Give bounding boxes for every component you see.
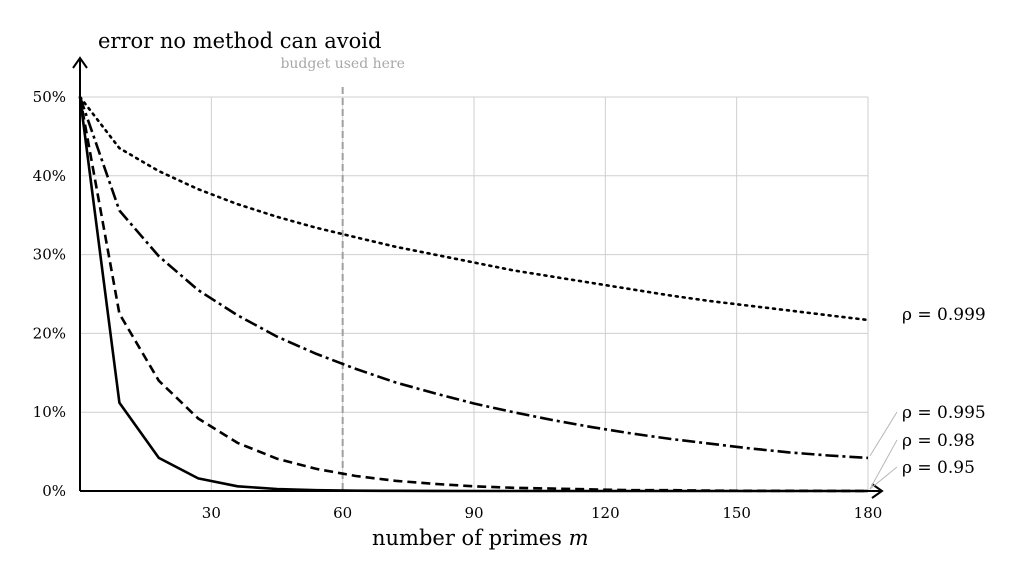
y-tick-label-4: 40% xyxy=(33,167,66,185)
series-label-0: ρ = 0.999 xyxy=(902,305,986,325)
series-label-3: ρ = 0.95 xyxy=(902,458,975,478)
x-axis-arrow xyxy=(871,483,884,499)
y-tick-label-5: 50% xyxy=(33,88,66,106)
series-line-dotted xyxy=(78,95,870,322)
grid-lines xyxy=(80,96,869,491)
x-tick-label-2: 90 xyxy=(464,504,483,522)
y-tick-label-1: 10% xyxy=(33,403,66,421)
x-axis-label: number of primes m xyxy=(372,526,589,550)
series-leader-3 xyxy=(869,466,898,490)
series-label-1: ρ = 0.995 xyxy=(902,403,986,423)
y-axis-arrow xyxy=(72,56,88,69)
y-tick-labels: 0% 10% 20% 30% 40% 50% xyxy=(33,88,66,500)
x-tick-label-1: 60 xyxy=(333,504,352,522)
series-leader-2 xyxy=(869,439,898,490)
y-tick-label-0: 0% xyxy=(42,482,66,500)
annotation-layer: budget used here xyxy=(280,56,405,491)
chart-title: error no method can avoid xyxy=(98,29,381,53)
x-tick-labels: 30 60 90 120 150 180 xyxy=(202,504,883,522)
series-label-2: ρ = 0.98 xyxy=(902,431,975,451)
y-tick-label-2: 20% xyxy=(33,324,66,342)
series-leader-1 xyxy=(869,411,898,457)
x-axis-label-variable: m xyxy=(569,526,589,550)
x-tick-label-3: 120 xyxy=(591,504,620,522)
y-tick-label-3: 30% xyxy=(33,246,66,264)
axes xyxy=(72,56,884,499)
x-tick-label-5: 180 xyxy=(854,504,883,522)
series-line-dashdot xyxy=(78,96,869,460)
x-tick-label-0: 30 xyxy=(202,504,221,522)
x-axis-label-text: number of primes xyxy=(372,526,569,550)
budget-annotation: budget used here xyxy=(280,56,404,72)
series-labels: ρ = 0.999 ρ = 0.995 ρ = 0.98 ρ = 0.95 xyxy=(869,305,986,490)
x-tick-label-4: 150 xyxy=(722,504,751,522)
